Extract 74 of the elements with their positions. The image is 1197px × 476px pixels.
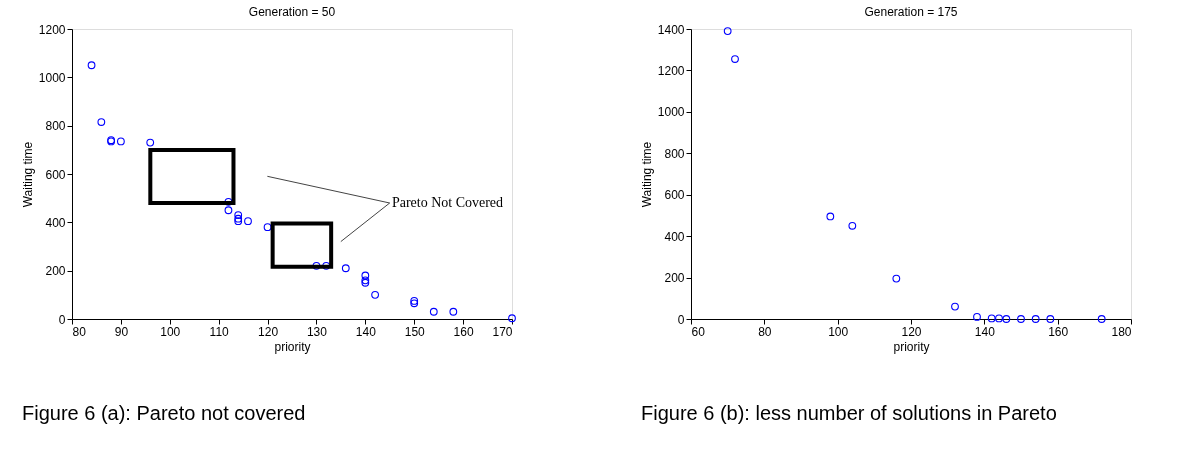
caption: Figure 6 (a): Pareto not covered bbox=[22, 402, 306, 424]
point bbox=[234, 217, 243, 226]
point bbox=[234, 214, 243, 223]
x-tick-label: 90 bbox=[114, 324, 129, 339]
x-tick-label: 60 bbox=[691, 324, 706, 339]
point bbox=[449, 307, 458, 316]
y-tick-label: 400 bbox=[45, 215, 66, 230]
point bbox=[371, 290, 380, 299]
y-tick-label: 0 bbox=[58, 312, 66, 327]
x-tick-label: 170 bbox=[492, 324, 513, 339]
point bbox=[848, 221, 857, 230]
x-tick-label: 180 bbox=[1111, 324, 1132, 339]
x-tick-label: 140 bbox=[974, 324, 996, 339]
point bbox=[951, 302, 959, 311]
point bbox=[244, 217, 252, 226]
point bbox=[97, 118, 106, 126]
point bbox=[361, 271, 370, 280]
y-tick-label: 800 bbox=[664, 146, 685, 161]
point bbox=[410, 296, 419, 305]
point bbox=[1002, 315, 1011, 323]
point bbox=[341, 264, 350, 273]
point bbox=[146, 138, 155, 147]
y-tick-label: 200 bbox=[45, 264, 66, 279]
x-tick-label: 150 bbox=[404, 324, 426, 339]
point bbox=[410, 299, 419, 308]
point bbox=[1046, 315, 1055, 323]
x-tick-label: 80 bbox=[758, 324, 772, 339]
y-tick-label: 400 bbox=[664, 229, 685, 244]
y-tick-label: 1000 bbox=[657, 105, 685, 120]
x-tick-label: 120 bbox=[258, 324, 279, 339]
point bbox=[116, 137, 125, 146]
x-tick-label: 120 bbox=[901, 324, 922, 339]
x-axis-title: priority bbox=[274, 339, 311, 354]
caption: Figure 6 (b): less number of solutions in Pareto bbox=[641, 402, 1057, 424]
point bbox=[1031, 315, 1040, 323]
y-tick-label: 1000 bbox=[38, 70, 66, 85]
chart-title: Generation = 175 bbox=[864, 5, 958, 19]
x-tick-label: 160 bbox=[1048, 324, 1069, 339]
point bbox=[826, 212, 835, 221]
y-tick-label: 0 bbox=[677, 312, 685, 327]
y-axis-title: Waiting time bbox=[20, 141, 35, 208]
point bbox=[995, 314, 1003, 323]
point bbox=[87, 61, 96, 70]
x-tick-label: 100 bbox=[160, 324, 181, 339]
y-tick-label: 1400 bbox=[657, 22, 685, 37]
point bbox=[1097, 315, 1106, 323]
x-tick-label: 100 bbox=[828, 324, 849, 339]
y-tick-label: 800 bbox=[45, 119, 66, 134]
point bbox=[224, 206, 233, 215]
point bbox=[892, 274, 901, 283]
x-axis-title: priority bbox=[893, 339, 930, 354]
point bbox=[312, 261, 321, 270]
chart-title: Generation = 50 bbox=[248, 5, 336, 19]
x-tick-label: 80 bbox=[72, 324, 87, 339]
point bbox=[429, 307, 438, 316]
x-tick-label: 160 bbox=[453, 324, 474, 339]
point bbox=[731, 55, 739, 63]
point bbox=[234, 211, 243, 219]
point bbox=[322, 261, 331, 270]
y-tick-label: 600 bbox=[45, 167, 66, 182]
y-axis-title: Waiting time bbox=[639, 141, 654, 208]
y-tick-label: 200 bbox=[664, 271, 685, 286]
point bbox=[263, 223, 272, 232]
point bbox=[973, 313, 981, 321]
x-tick-label: 110 bbox=[209, 324, 230, 339]
y-tick-label: 600 bbox=[664, 188, 685, 203]
x-tick-label: 130 bbox=[306, 324, 328, 339]
point bbox=[1017, 315, 1025, 323]
point bbox=[723, 27, 732, 35]
y-tick-label: 1200 bbox=[657, 63, 685, 78]
annotation: Pareto Not Covered bbox=[391, 195, 504, 210]
point bbox=[987, 314, 996, 323]
x-tick-label: 140 bbox=[355, 324, 377, 339]
y-tick-label: 1200 bbox=[38, 22, 66, 37]
